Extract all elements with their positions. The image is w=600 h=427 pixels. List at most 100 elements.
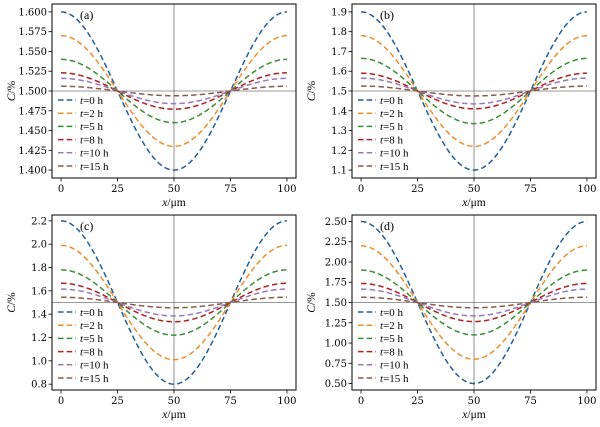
series-line-2h: [361, 245, 587, 360]
y-tick-label: 1.500: [18, 87, 47, 98]
y-tick-label: 2.25: [325, 237, 347, 248]
y-tick-label: 1.9: [331, 7, 347, 18]
series-line-0h: [361, 220, 587, 385]
y-tick-label: 1.0: [31, 356, 47, 367]
panel-label: (c): [80, 219, 93, 233]
series-line-15h: [61, 85, 287, 97]
chart-panel-b: 0 25 50 75 100 1.1 1.2 1.3 1.4 1.5 1.6 1.7 1.8 1.9 x/μ…: [306, 3, 597, 209]
panel-label: (d): [380, 219, 394, 233]
x-tick-label: 100: [277, 184, 296, 195]
legend-entry: t=2 h: [380, 320, 404, 332]
y-tick-label: 0.8: [31, 380, 47, 391]
y-tick-label: 1.575: [18, 27, 47, 38]
y-tick-label: 1.75: [325, 278, 347, 289]
y-tick-label: 1.1: [331, 166, 347, 177]
y-axis-label: C/%: [306, 80, 318, 101]
x-axis-label: x/μm: [161, 409, 185, 421]
chart-panel-a: 0 25 50 75 100 1.400 1.425 1.450 1.475 1.500 1.525…: [6, 3, 297, 209]
y-tick-label: 1.5: [331, 87, 347, 98]
series-line-8h: [61, 72, 287, 110]
x-tick-label: 75: [224, 184, 237, 195]
y-tick-label: 1.8: [31, 263, 47, 274]
legend-entry: t=15 h: [380, 161, 409, 173]
series-line-5h: [361, 57, 587, 125]
series-line-2h: [361, 34, 587, 148]
series-line-15h: [361, 85, 587, 97]
x-tick-label: 75: [224, 396, 237, 407]
series-line-10h: [361, 288, 587, 317]
legend: t=0 ht=2 ht=5 ht=8 h t=10 ht=15 h: [358, 95, 409, 173]
x-tick-label: 0: [58, 184, 64, 195]
legend-entry: t=10 h: [380, 360, 409, 372]
legend-entry: t=15 h: [80, 161, 109, 173]
x-tick-label: 100: [277, 396, 296, 407]
y-axis-label: C/%: [6, 80, 18, 101]
x-tick-label: 25: [111, 184, 124, 195]
y-tick-label: 1.6: [31, 286, 47, 297]
y-tick-label: 1.2: [331, 146, 347, 157]
legend: t=0 ht=2 ht=5 ht=8 h t=10 ht=15 h: [358, 307, 409, 385]
legend-entry: t=5 h: [80, 121, 104, 133]
chart-panel-c: 0 25 50 75 100 0.8 1.0 1.2 1.4 1.6 1.8 2.0 2.2 x/μm C/…: [6, 214, 297, 421]
y-tick-label: 1.3: [331, 126, 347, 137]
y-tick-label: 1.550: [18, 47, 47, 58]
x-tick-label: 50: [168, 396, 181, 407]
y-tick-label: 1.425: [18, 146, 47, 157]
y-tick-label: 1.450: [18, 126, 47, 137]
legend-entry: t=10 h: [80, 360, 109, 372]
x-tick-label: 25: [411, 184, 424, 195]
legend-entry: t=0 h: [380, 307, 404, 319]
series-line-2h: [61, 34, 287, 148]
legend-entry: t=2 h: [380, 108, 404, 120]
series-line-10h: [361, 77, 587, 105]
x-tick-label: 0: [358, 396, 364, 407]
series-line-5h: [61, 269, 287, 336]
y-tick-label: 0.50: [325, 379, 347, 390]
y-tick-label: 1.2: [31, 333, 47, 344]
x-tick-label: 75: [524, 396, 537, 407]
y-tick-label: 1.6: [331, 67, 347, 78]
legend-entry: t=10 h: [80, 148, 109, 160]
legend-entry: t=10 h: [380, 148, 409, 160]
series-line-10h: [61, 288, 287, 317]
y-axis-label: C/%: [6, 292, 18, 313]
y-tick-label: 1.25: [325, 318, 347, 329]
panel-label: (a): [80, 8, 93, 22]
x-tick-label: 75: [524, 184, 537, 195]
legend-entry: t=15 h: [380, 373, 409, 385]
series-line-15h: [361, 296, 587, 309]
series-line-8h: [361, 72, 587, 110]
series-line-8h: [361, 282, 587, 323]
series-line-5h: [61, 58, 287, 124]
legend-entry: t=0 h: [80, 307, 104, 319]
x-tick-label: 50: [468, 184, 481, 195]
series-line-8h: [61, 282, 287, 323]
y-axis-label: C/%: [306, 292, 318, 313]
series-line-5h: [361, 269, 587, 336]
legend: t=0 ht=2 ht=5 ht=8 h t=10 ht=15 h: [58, 307, 109, 385]
x-tick-label: 100: [577, 184, 596, 195]
legend-entry: t=0 h: [380, 95, 404, 107]
legend-entry: t=2 h: [80, 320, 104, 332]
x-tick-label: 25: [411, 396, 424, 407]
legend-entry: t=5 h: [80, 333, 104, 345]
legend: t=0 ht=2 ht=5 ht=8 h t=10 ht=15 h: [58, 95, 109, 173]
y-tick-label: 1.4: [331, 106, 347, 117]
series-line-2h: [61, 244, 287, 361]
panel-label: (b): [380, 8, 394, 22]
y-tick-label: 1.8: [331, 27, 347, 38]
x-tick-label: 50: [168, 184, 181, 195]
chart-panel-d: 0 25 50 75 100 0.50 0.75 1.00 1.25 1.50 1.75 2.00 2.…: [306, 214, 597, 421]
x-tick-label: 100: [577, 396, 596, 407]
series-line-15h: [61, 296, 287, 309]
y-tick-label: 1.525: [18, 67, 47, 78]
x-tick-label: 25: [111, 396, 124, 407]
x-axis-label: x/μm: [461, 409, 485, 421]
y-tick-label: 2.0: [31, 240, 47, 251]
y-tick-label: 1.475: [18, 106, 47, 117]
y-tick-label: 2.50: [325, 217, 347, 228]
legend-entry: t=0 h: [80, 95, 104, 107]
x-tick-label: 50: [468, 396, 481, 407]
